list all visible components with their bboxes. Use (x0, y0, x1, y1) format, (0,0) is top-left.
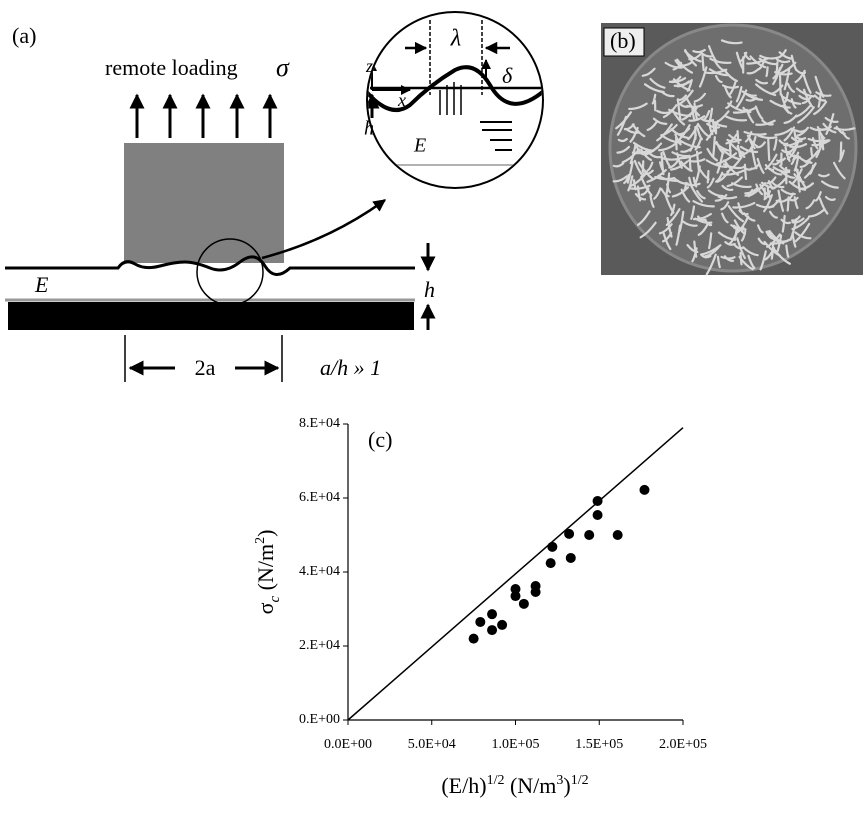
x-axis-title-part: 1/2 (487, 773, 505, 788)
load-arrows (129, 93, 278, 138)
y-tick-label: 8.E+04 (299, 416, 340, 431)
point (545, 558, 556, 569)
loading-label: remote loading (105, 55, 238, 80)
x-axis-title-part: 3 (556, 773, 563, 788)
y-axis-title: σc (N/m2) (253, 530, 284, 615)
point (592, 495, 603, 506)
y-axis-title-part: 2 (253, 537, 268, 544)
point (565, 552, 576, 563)
chart-title: (c) (368, 427, 392, 452)
point (584, 530, 595, 540)
x-axis-title-part: ) (563, 773, 570, 798)
point (612, 530, 623, 540)
panel-label-box (603, 27, 645, 57)
x-tick-label: 2.0E+05 (659, 737, 707, 752)
substrate (8, 302, 414, 330)
inset-x: x (397, 90, 406, 110)
y-tick-label: 6.E+04 (299, 490, 340, 505)
panel-label: (a) (12, 23, 36, 48)
inset-e: E (413, 135, 426, 157)
x-axis-title-part: (E/h) (441, 773, 486, 798)
x-tick-label: 0.0E+00 (324, 737, 372, 752)
point (547, 541, 558, 552)
x-axis-title-part: (N/m (504, 773, 556, 798)
inset-z: z (365, 56, 373, 76)
inset-delta: δ (502, 63, 513, 88)
point (497, 619, 508, 630)
point (510, 591, 521, 602)
point (475, 616, 486, 627)
y-tick-label: 2.E+04 (299, 638, 340, 653)
thickness: h (424, 277, 435, 302)
x-axis-title: (E/h)1/2 (N/m3)1/2 (441, 773, 588, 798)
point (487, 609, 498, 620)
modulus: E (34, 272, 49, 297)
inset-lambda: λ (450, 26, 461, 52)
panel-c: 0.E+00 2.E+04 4.E+04 6.E+04 8.E+04 0.0E+00 5.0… (253, 416, 707, 798)
zoom-arrow (261, 198, 387, 260)
point (468, 633, 479, 644)
y-axis-title-part: σ (253, 602, 278, 614)
y-tick-label: 0.E+00 (299, 712, 340, 727)
x-tick-label: 1.0E+05 (492, 737, 540, 752)
y-axis-title-part: ) (253, 530, 278, 537)
x-tick-label: 5.0E+04 (408, 737, 456, 752)
point (530, 586, 541, 597)
fit-line (347, 427, 684, 721)
point (592, 510, 603, 521)
point (510, 584, 521, 595)
panel-label: (b) (610, 28, 636, 53)
x-tick-label: 1.5E+05 (575, 737, 623, 752)
inset-h: h (364, 118, 374, 140)
sigma: σ (276, 53, 290, 82)
panel-b: (b) (601, 23, 863, 276)
inset-circle (366, 11, 544, 189)
x-axis-title-part: 1/2 (571, 773, 589, 788)
panel-a: (a) remote loading σ E h 2a a/h » 1 λ δ … (5, 11, 544, 382)
y-tick-label: 4.E+04 (299, 564, 340, 579)
point (487, 625, 498, 636)
width: 2a (195, 355, 216, 380)
photo-pattern (612, 39, 856, 276)
ratio: a/h » 1 (320, 355, 381, 380)
point (564, 528, 575, 539)
zoom-circle (196, 238, 264, 306)
point (518, 598, 529, 609)
y-axis-title-part: c (267, 596, 283, 603)
film (5, 255, 415, 276)
block (124, 143, 284, 263)
point (639, 484, 650, 495)
y-axis-title-part: (N/m (253, 544, 278, 596)
